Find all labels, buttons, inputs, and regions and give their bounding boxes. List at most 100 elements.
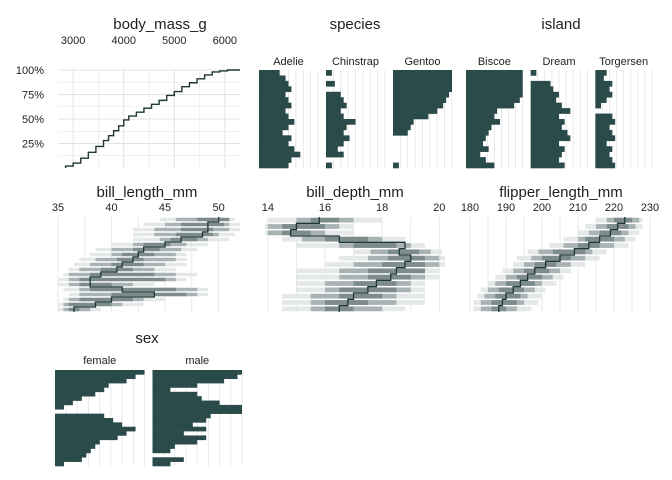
bar [259, 146, 295, 152]
band-inner [68, 302, 112, 307]
bar [259, 124, 289, 131]
bar [55, 452, 87, 458]
panel-title-bill_length_mm: bill_length_mm [97, 184, 198, 201]
bar [259, 91, 286, 98]
bar [152, 418, 207, 423]
bar [55, 374, 136, 380]
y-tick-label: 50% [22, 114, 44, 126]
bar [530, 162, 565, 169]
bar [595, 157, 613, 163]
x-tick-label: 230 [641, 202, 659, 214]
median-line [73, 217, 220, 312]
bar [530, 108, 571, 114]
bar [393, 86, 452, 93]
bar [259, 75, 286, 82]
bar [466, 135, 486, 142]
bar [259, 80, 289, 87]
band-inner [282, 224, 325, 229]
bar [55, 370, 145, 375]
bar [152, 404, 242, 410]
x-tick-label: 20 [433, 202, 445, 214]
bar [259, 129, 283, 136]
bar [466, 75, 523, 82]
bar [55, 444, 96, 449]
bar [152, 457, 184, 462]
bar [393, 108, 438, 114]
bar [259, 119, 295, 125]
band-inner [552, 249, 586, 255]
bar [55, 378, 127, 384]
x-tick-label: 3000 [61, 35, 85, 47]
bar [393, 97, 447, 103]
bar [595, 151, 610, 158]
bar [530, 86, 554, 93]
bar [530, 151, 562, 158]
bar [152, 444, 175, 449]
bar [326, 146, 338, 152]
bar [466, 151, 481, 158]
band-inner [491, 300, 517, 305]
bar [393, 75, 452, 82]
bar [55, 457, 82, 462]
x-tick-label: 190 [497, 202, 515, 214]
bar [595, 102, 601, 109]
band-inner [542, 255, 571, 261]
x-tick-label: 180 [461, 202, 479, 214]
bar [595, 75, 604, 82]
bar [326, 113, 344, 120]
bar [530, 91, 559, 98]
bar [530, 140, 559, 147]
bar [595, 97, 607, 103]
bar [530, 113, 559, 120]
bar [55, 431, 127, 436]
panel-title-bill_depth_mm: bill_depth_mm [306, 184, 404, 201]
bar [152, 426, 207, 432]
panel-title-island: island [541, 16, 580, 33]
band-inner [524, 268, 550, 274]
x-tick-label: 14 [262, 202, 274, 214]
panel-title-sex: sex [135, 330, 159, 347]
facet-label-gentoo: Gentoo [404, 56, 440, 68]
y-tick-label: 75% [22, 90, 44, 102]
bar [466, 157, 486, 163]
bar [326, 108, 341, 114]
band-inner [79, 282, 112, 287]
bar [326, 140, 344, 147]
bar [55, 383, 109, 388]
bar [393, 113, 429, 120]
facet-label-dream: Dream [542, 56, 575, 68]
band-inner [111, 292, 187, 297]
bar [55, 396, 82, 401]
x-tick-label: 40 [105, 202, 117, 214]
bar [152, 448, 171, 454]
bar [466, 113, 495, 120]
bar [152, 439, 198, 445]
bar [152, 387, 171, 393]
bar [326, 91, 341, 98]
bar [595, 140, 607, 147]
band-inner [382, 262, 425, 267]
x-tick-label: 16 [319, 202, 331, 214]
x-tick-label: 210 [569, 202, 587, 214]
facet-label-torgersen: Torgersen [599, 56, 648, 68]
x-tick-label: 5000 [162, 35, 186, 47]
bar [259, 86, 292, 93]
bar [259, 113, 289, 120]
band-inner [282, 230, 311, 236]
bar [259, 151, 301, 158]
x-tick-label: 200 [533, 202, 551, 214]
bar [595, 119, 616, 125]
band-inner [181, 222, 224, 227]
bar [393, 124, 411, 131]
bar [595, 80, 613, 87]
bar [393, 70, 452, 76]
bar [152, 435, 207, 441]
bar [152, 378, 225, 384]
median-line [498, 217, 626, 312]
bar [595, 146, 613, 152]
band-inner [325, 300, 368, 305]
bar [466, 146, 489, 152]
bar [466, 140, 483, 147]
bar [466, 129, 489, 136]
bar [466, 80, 523, 87]
